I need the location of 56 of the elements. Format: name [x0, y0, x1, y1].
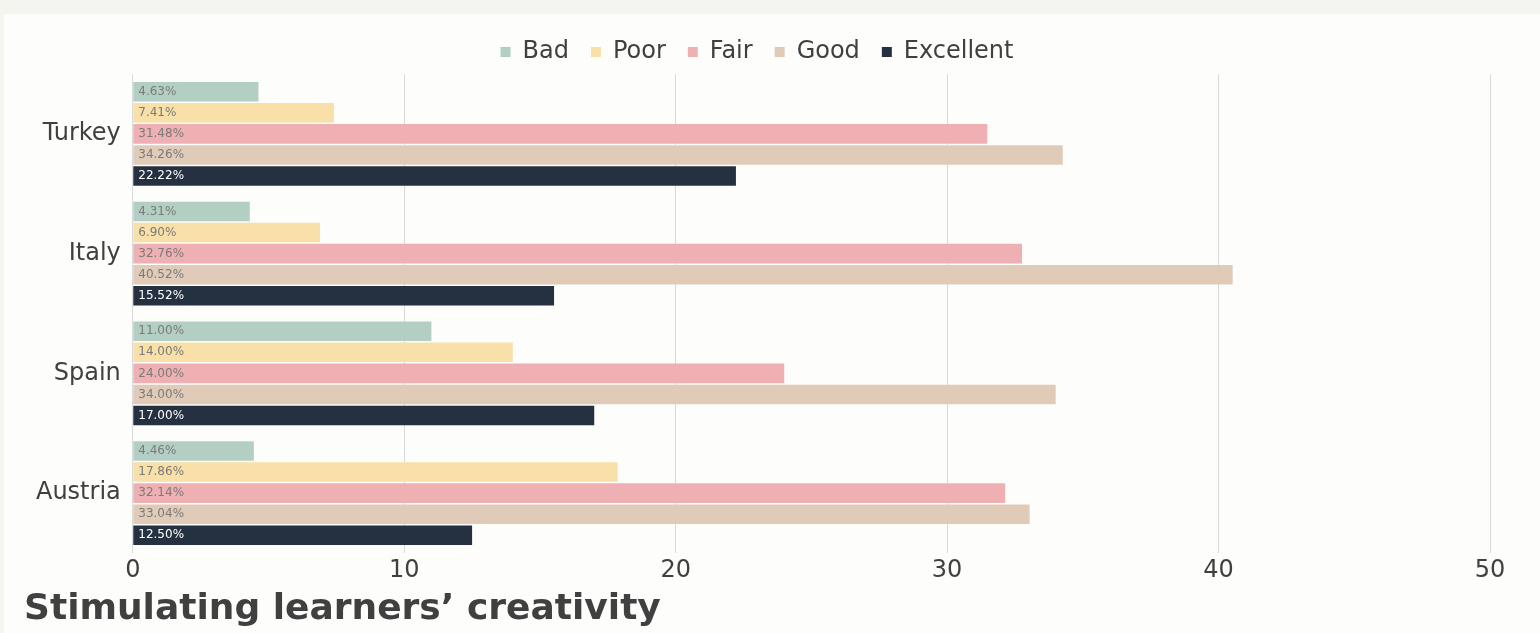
- text: Stimulating learners’ creativity: [24, 585, 661, 627]
- bar: [133, 504, 1030, 524]
- y-tick-label: Turkey: [41, 118, 121, 147]
- legend-label: Good: [796, 36, 860, 65]
- x-tick-label: 20: [660, 554, 691, 583]
- bar: [133, 264, 1233, 285]
- x-tick-label: 0: [125, 554, 141, 583]
- data-label: 4.63%: [138, 83, 177, 98]
- legend-label: Poor: [612, 36, 666, 65]
- data-label: 4.31%: [138, 203, 177, 218]
- bar: [133, 201, 250, 222]
- bar: [133, 441, 254, 461]
- y-tick-label: Austria: [35, 477, 121, 506]
- data-label: 31.48%: [138, 126, 185, 140]
- data-label: 40.52%: [138, 266, 185, 281]
- legend-label: Fair: [709, 36, 753, 65]
- data-label: 14.00%: [138, 344, 185, 359]
- bar: [133, 103, 334, 123]
- data-label: 34.26%: [138, 147, 185, 162]
- legend-label: Excellent: [903, 36, 1014, 65]
- data-label: 17.00%: [138, 407, 185, 422]
- bar: [133, 525, 473, 546]
- data-label: 11.00%: [138, 323, 185, 338]
- y-tick-label: Spain: [53, 357, 121, 386]
- bar: [133, 285, 555, 306]
- bar: [133, 222, 321, 243]
- data-label: 12.50%: [138, 527, 185, 542]
- data-label: 34.00%: [138, 386, 185, 401]
- x-tick-label: 40: [1203, 554, 1234, 583]
- bar: [133, 124, 988, 144]
- bar: [133, 145, 1063, 165]
- bar: [133, 81, 259, 102]
- bar: [133, 462, 618, 482]
- bar: [133, 363, 785, 384]
- x-tick-label: 50: [1474, 554, 1506, 583]
- y-tick-label: Italy: [68, 237, 121, 266]
- data-label: 24.00%: [138, 365, 185, 380]
- data-label: 6.90%: [138, 224, 177, 239]
- data-label: 15.52%: [138, 287, 185, 302]
- data-label: 4.46%: [138, 443, 177, 458]
- data-label: 22.22%: [138, 168, 185, 183]
- x-tick-label: 30: [931, 554, 963, 583]
- data-label: 33.04%: [138, 506, 185, 521]
- bar: [133, 483, 1006, 503]
- data-label: 32.14%: [138, 485, 185, 500]
- x-tick-label: 10: [388, 554, 420, 583]
- bar: [133, 384, 1056, 405]
- bar: [133, 166, 736, 186]
- bar: [133, 243, 1023, 264]
- bar: [133, 321, 432, 342]
- data-label: 7.41%: [138, 104, 177, 119]
- data-label: 32.76%: [138, 245, 185, 260]
- legend-label: Bad: [522, 36, 569, 65]
- bar: [133, 342, 513, 363]
- data-label: 17.86%: [138, 464, 185, 479]
- bar: [133, 405, 595, 426]
